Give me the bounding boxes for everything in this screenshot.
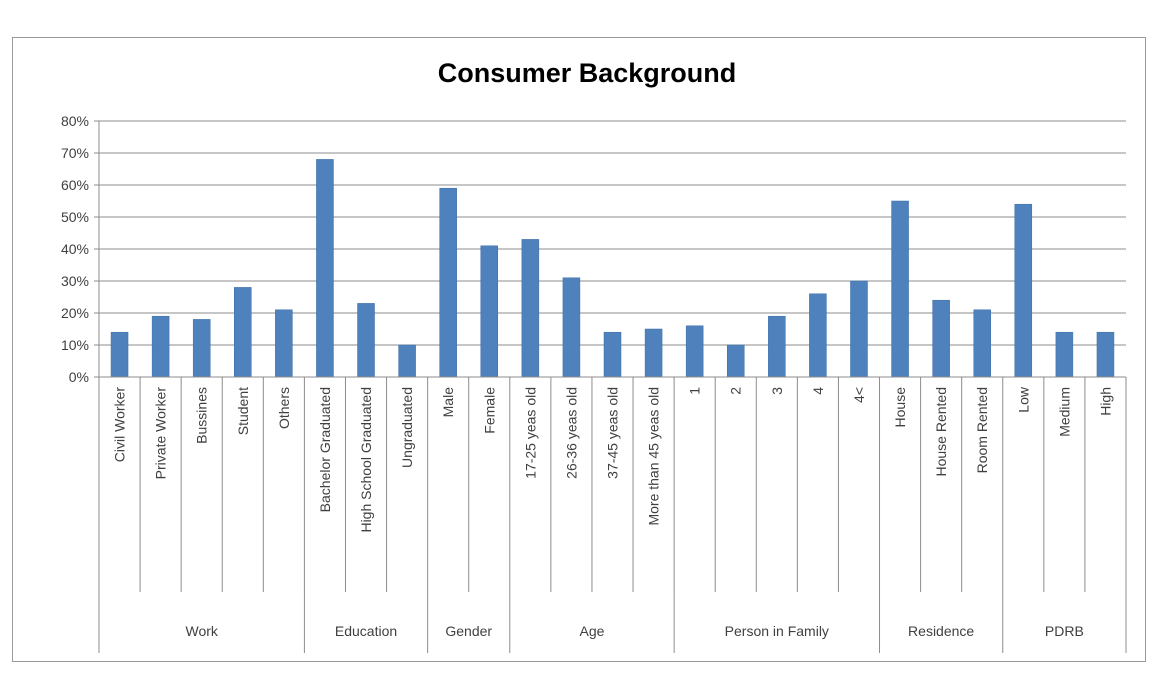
- bars: [110, 159, 1115, 378]
- category-label: Civil Worker: [112, 387, 128, 463]
- bar: [192, 319, 211, 378]
- y-tick-label: 80%: [61, 113, 89, 129]
- bar: [521, 239, 540, 378]
- category-label: 4: [810, 387, 826, 395]
- category-label: Bachelor Graduated: [317, 387, 333, 512]
- y-tick-label: 50%: [61, 209, 89, 225]
- group-label: Work: [185, 623, 218, 639]
- bar: [562, 277, 581, 378]
- category-label: Private Worker: [153, 387, 169, 480]
- category-label: Medium: [1056, 387, 1072, 437]
- category-label: Ungraduated: [399, 387, 415, 468]
- category-label: High: [1097, 387, 1113, 416]
- bar: [357, 303, 375, 378]
- group-label: PDRB: [1045, 623, 1084, 639]
- category-label: 3: [769, 387, 785, 395]
- category-label: Male: [440, 387, 456, 418]
- group-label: Person in Family: [725, 623, 829, 639]
- category-label: More than 45 yeas old: [646, 387, 662, 526]
- bar: [932, 299, 950, 378]
- chart-title: Consumer Background: [438, 58, 737, 88]
- y-tick-label: 70%: [61, 145, 89, 161]
- bar: [973, 309, 991, 378]
- bar: [1096, 331, 1115, 378]
- category-label: Others: [276, 387, 292, 429]
- category-label: House Rented: [933, 387, 949, 477]
- bar: [151, 315, 170, 378]
- category-label: Low: [1015, 386, 1031, 413]
- gridlines: [99, 120, 1126, 346]
- group-label: Gender: [445, 623, 492, 639]
- category-label: 37-45 yeas old: [605, 387, 621, 479]
- bar: [110, 331, 129, 378]
- bar: [644, 328, 663, 378]
- bar: [480, 245, 499, 378]
- category-label: House: [892, 387, 908, 428]
- bar: [439, 187, 457, 378]
- axes: [94, 120, 1127, 653]
- category-label: Room Rented: [974, 387, 990, 473]
- category-label: Bussines: [194, 387, 210, 444]
- category-label: Female: [481, 387, 497, 434]
- bar: [398, 344, 416, 378]
- y-tick-label: 30%: [61, 273, 89, 289]
- category-label: 17-25 yeas old: [522, 387, 538, 479]
- y-tick-label: 40%: [61, 241, 89, 257]
- bar: [850, 280, 868, 378]
- category-label: High School Graduated: [358, 387, 374, 533]
- category-label: 2: [728, 387, 744, 395]
- bar: [1055, 331, 1074, 378]
- bar: [726, 344, 745, 378]
- group-label: Residence: [908, 623, 974, 639]
- group-label: Age: [579, 623, 604, 639]
- bar: [234, 287, 252, 378]
- bar: [603, 331, 622, 378]
- bar: [685, 325, 704, 378]
- labels: 0% 10% 20% 30% 40% 50% 60% 70% 80% Civil Worker Pr…: [61, 113, 1113, 639]
- category-label: 1: [687, 387, 703, 395]
- y-tick-label: 0%: [69, 369, 89, 385]
- category-label: 4<: [851, 387, 867, 403]
- bar: [275, 309, 293, 378]
- bar: [809, 293, 827, 378]
- category-label: 26-36 yeas old: [563, 387, 579, 479]
- group-label: Education: [335, 623, 397, 639]
- category-label: Student: [235, 387, 251, 435]
- bar: [316, 159, 334, 378]
- bar: [768, 315, 786, 378]
- y-tick-label: 10%: [61, 337, 89, 353]
- bar: [1014, 203, 1033, 378]
- bar: [891, 200, 909, 378]
- y-tick-label: 60%: [61, 177, 89, 193]
- y-tick-label: 20%: [61, 305, 89, 321]
